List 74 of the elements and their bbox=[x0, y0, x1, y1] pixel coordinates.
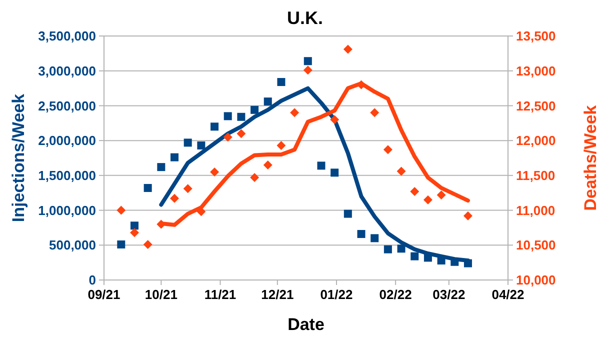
x-tick-label: 04/22 bbox=[492, 287, 524, 302]
y-axis-title: Injections/Week bbox=[9, 93, 28, 222]
point bbox=[397, 244, 406, 253]
point bbox=[344, 210, 352, 218]
point bbox=[330, 168, 339, 177]
y2-tick-label: 11,000 bbox=[516, 202, 556, 218]
point bbox=[144, 184, 152, 192]
x-tick-label: 10/21 bbox=[144, 287, 178, 302]
point bbox=[424, 254, 432, 262]
point bbox=[370, 108, 380, 118]
point bbox=[263, 160, 272, 170]
point bbox=[317, 162, 326, 170]
y2-tick-label: 13,000 bbox=[516, 63, 556, 78]
x-tick-label: 02/22 bbox=[379, 287, 412, 302]
y-tick-label: 1,500,000 bbox=[38, 168, 96, 183]
y-tick-label: 3,000,000 bbox=[38, 63, 96, 78]
point bbox=[224, 112, 232, 120]
y2-tick-label: 12,500 bbox=[516, 98, 556, 114]
point bbox=[464, 259, 472, 268]
point bbox=[157, 163, 166, 172]
point bbox=[303, 66, 312, 75]
point bbox=[290, 108, 300, 118]
point bbox=[277, 78, 286, 86]
point bbox=[170, 194, 180, 203]
point bbox=[117, 240, 126, 248]
point bbox=[250, 173, 260, 182]
chart-title: U.K. bbox=[287, 8, 323, 28]
point bbox=[276, 140, 286, 150]
y-tick-label: 2,500,000 bbox=[38, 98, 96, 114]
point bbox=[184, 138, 192, 147]
y2-tick-label: 10,500 bbox=[516, 238, 556, 253]
point bbox=[410, 252, 419, 260]
point bbox=[423, 195, 432, 204]
point bbox=[170, 153, 179, 162]
point bbox=[116, 206, 126, 215]
point bbox=[357, 230, 366, 238]
x-tick-label: 03/22 bbox=[432, 287, 466, 302]
y-tick-label: 500,000 bbox=[49, 238, 96, 253]
point bbox=[330, 115, 340, 124]
y-tick-label: 3,500,000 bbox=[38, 28, 96, 44]
point bbox=[237, 112, 246, 121]
point bbox=[264, 98, 272, 106]
y2-tick-label: 10,000 bbox=[516, 272, 556, 288]
point bbox=[383, 145, 392, 154]
point bbox=[304, 57, 312, 66]
x-axis-title: Date bbox=[288, 315, 324, 334]
point bbox=[396, 166, 406, 176]
y2-axis-title: Deaths/Week bbox=[581, 104, 600, 211]
x-tick-label: 09/21 bbox=[88, 287, 120, 302]
y-tick-label: 0 bbox=[88, 272, 96, 288]
point bbox=[250, 106, 259, 114]
point bbox=[370, 234, 379, 242]
y2-tick-label: 13,500 bbox=[516, 28, 556, 44]
x-tick-label: 12/21 bbox=[261, 287, 294, 302]
point bbox=[463, 211, 472, 220]
point bbox=[130, 228, 139, 238]
point bbox=[143, 240, 152, 249]
y2-tick-label: 11,500 bbox=[516, 168, 556, 183]
x-tick-label: 01/22 bbox=[320, 287, 353, 302]
point bbox=[210, 167, 220, 176]
point bbox=[236, 129, 246, 138]
y-tick-label: 1,000,000 bbox=[38, 202, 96, 218]
point bbox=[210, 122, 219, 131]
point bbox=[343, 44, 352, 54]
point bbox=[183, 184, 192, 194]
point bbox=[130, 222, 138, 230]
point bbox=[436, 190, 446, 200]
point bbox=[197, 141, 206, 150]
point bbox=[384, 245, 392, 254]
point bbox=[223, 132, 232, 142]
point bbox=[410, 186, 420, 196]
y-tick-label: 2,000,000 bbox=[38, 133, 96, 148]
x-tick-label: 11/21 bbox=[204, 287, 236, 302]
y2-tick-label: 12,000 bbox=[516, 133, 556, 148]
